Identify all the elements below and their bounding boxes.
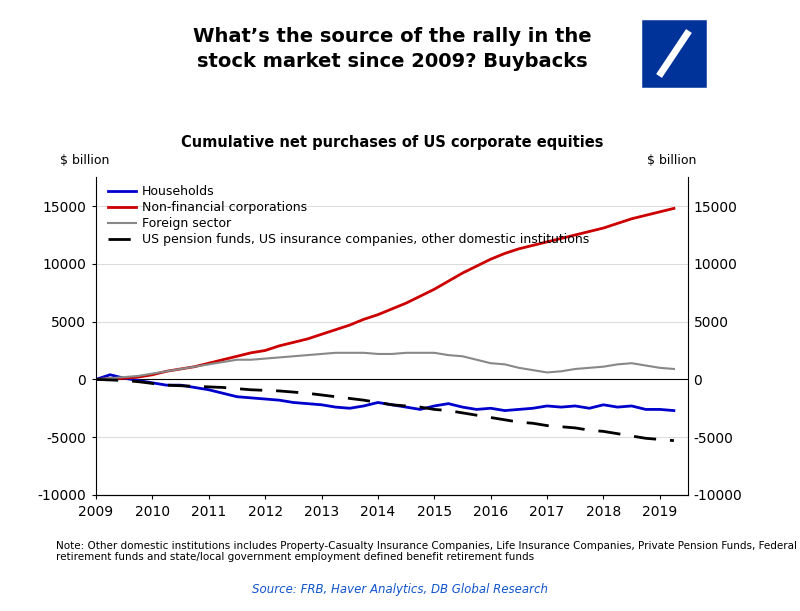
Text: Source: FRB, Haver Analytics, DB Global Research: Source: FRB, Haver Analytics, DB Global … xyxy=(252,583,548,596)
Text: Note: Other domestic institutions includes Property-Casualty Insurance Companies: Note: Other domestic institutions includ… xyxy=(56,541,800,562)
Text: $ billion: $ billion xyxy=(646,155,696,167)
Text: stock market since 2009? Buybacks: stock market since 2009? Buybacks xyxy=(197,52,587,71)
Text: $ billion: $ billion xyxy=(60,155,110,167)
Text: Cumulative net purchases of US corporate equities: Cumulative net purchases of US corporate… xyxy=(181,134,603,150)
Text: What’s the source of the rally in the: What’s the source of the rally in the xyxy=(193,27,591,46)
Legend: Households, Non-financial corporations, Foreign sector, US pension funds, US ins: Households, Non-financial corporations, … xyxy=(108,185,589,246)
